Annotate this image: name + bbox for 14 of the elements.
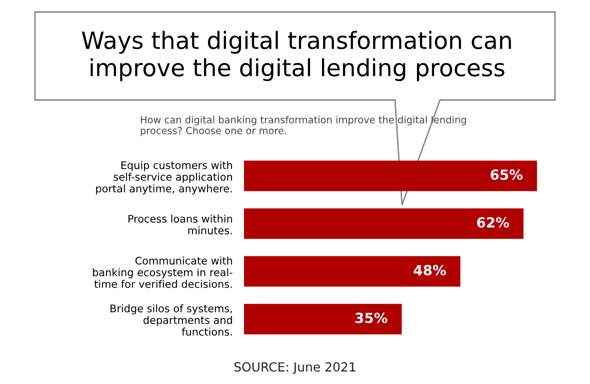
- y-tick-label: Process loans within minutes.: [128, 214, 232, 234]
- y-tick-label: Bridge silos of systems, departments and functions.: [110, 304, 232, 336]
- source-note: SOURCE: June 2021: [234, 362, 356, 374]
- chart-title: Ways that digital transformation can improve the digital lending process: [82, 30, 511, 82]
- data-label: 35%: [355, 312, 388, 324]
- data-label: 48%: [414, 264, 446, 276]
- bar: [244, 256, 460, 287]
- y-tick-label: Equip customers with self-service application portal anytime, anywhere.: [96, 161, 232, 194]
- bar: [244, 160, 537, 192]
- data-label: 65%: [490, 169, 523, 180]
- bar: [244, 208, 524, 239]
- y-tick-label: Communicate with banking ecosystem in real- time for verified decisions.: [93, 256, 232, 288]
- data-label: 62%: [477, 217, 510, 228]
- bar: [244, 304, 402, 334]
